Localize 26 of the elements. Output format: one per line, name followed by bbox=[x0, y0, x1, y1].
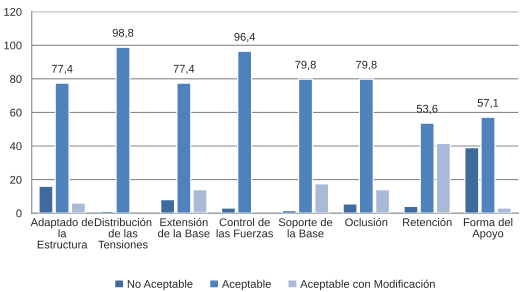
x-tick-label: Retención bbox=[403, 218, 452, 226]
y-tick-label: 60 bbox=[10, 108, 22, 117]
y-tick-label: 20 bbox=[10, 176, 22, 184]
x-tick-label: Extensión de la Base bbox=[158, 218, 210, 238]
x-tick-label: Control de las Fuerzas bbox=[216, 218, 273, 238]
data-label: 57,1 bbox=[478, 99, 498, 108]
legend-label: Aceptable bbox=[222, 280, 271, 290]
x-tick-label: Adaptado de la Estructura bbox=[30, 218, 94, 249]
x-tick-label: Forma del Apoyo bbox=[464, 218, 512, 240]
data-label: 77,4 bbox=[174, 64, 194, 74]
x-tick-label: Distribución de las Tensiones bbox=[94, 218, 152, 249]
data-label: 77,4 bbox=[52, 64, 73, 74]
data-label: 98,8 bbox=[112, 28, 134, 38]
x-tick-label: Oclusión bbox=[345, 218, 388, 226]
data-label: 79,8 bbox=[356, 60, 377, 70]
data-label: 53,6 bbox=[416, 104, 438, 114]
legend-label: Aceptable con Modificación bbox=[300, 280, 435, 290]
y-tick-label: 120 bbox=[4, 8, 22, 16]
legend-label: No Aceptable bbox=[128, 280, 193, 290]
x-tick-label: Soporte de la Base bbox=[278, 218, 332, 238]
y-tick-label: 100 bbox=[4, 42, 22, 50]
data-label: 96,4 bbox=[234, 32, 256, 42]
data-label: 79,8 bbox=[295, 60, 316, 70]
y-tick-label: 40 bbox=[10, 142, 22, 150]
y-tick-label: 80 bbox=[10, 75, 22, 83]
y-tick-label: 0 bbox=[16, 209, 22, 218]
